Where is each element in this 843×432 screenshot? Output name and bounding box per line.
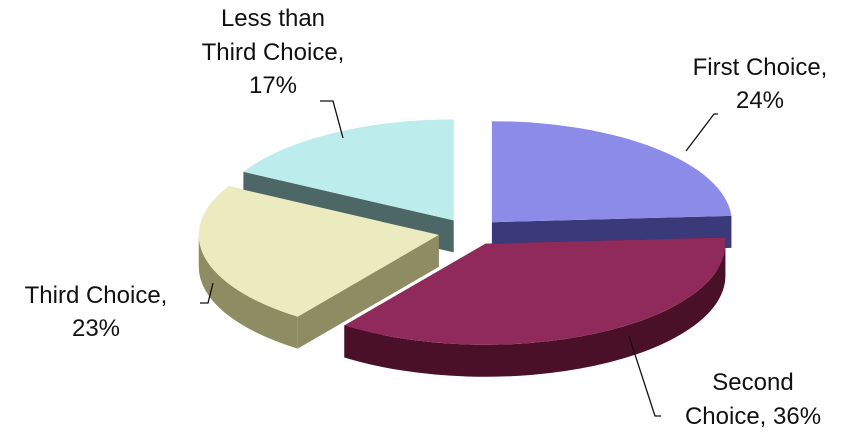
data-label-third-choice: Third Choice, — [25, 282, 168, 309]
data-label-third-choice: 23% — [72, 315, 120, 342]
slice-wall-third-choice-0 — [297, 234, 439, 349]
slice-edge-second-choice-0 — [344, 243, 726, 377]
slice-less-than-third-choice — [243, 119, 454, 221]
data-label-first-choice: 24% — [736, 87, 784, 114]
slice-edge-third-choice-0 — [198, 234, 298, 349]
data-label-second-choice: Choice, 36% — [685, 403, 821, 430]
slice-third-choice — [198, 186, 439, 317]
data-label-second-choice: Second — [712, 369, 793, 396]
slice-tops — [198, 119, 732, 345]
leader-lines — [200, 100, 718, 417]
data-label-less-than-third-choice: 17% — [249, 72, 297, 99]
data-labels: First Choice, 24% Second Choice, 36% Third C… — [25, 5, 828, 430]
leader-line-less-than-third-choice — [320, 100, 344, 139]
data-label-first-choice: First Choice, — [693, 54, 828, 81]
data-label-less-than-third-choice: Less than — [221, 5, 325, 32]
leader-line-first-choice — [685, 113, 718, 152]
leader-line-second-choice — [628, 335, 661, 417]
data-label-less-than-third-choice: Third Choice, — [202, 39, 345, 66]
slice-second-choice — [344, 237, 726, 345]
leader-line-third-choice — [200, 282, 214, 304]
slice-first-choice — [491, 121, 732, 223]
